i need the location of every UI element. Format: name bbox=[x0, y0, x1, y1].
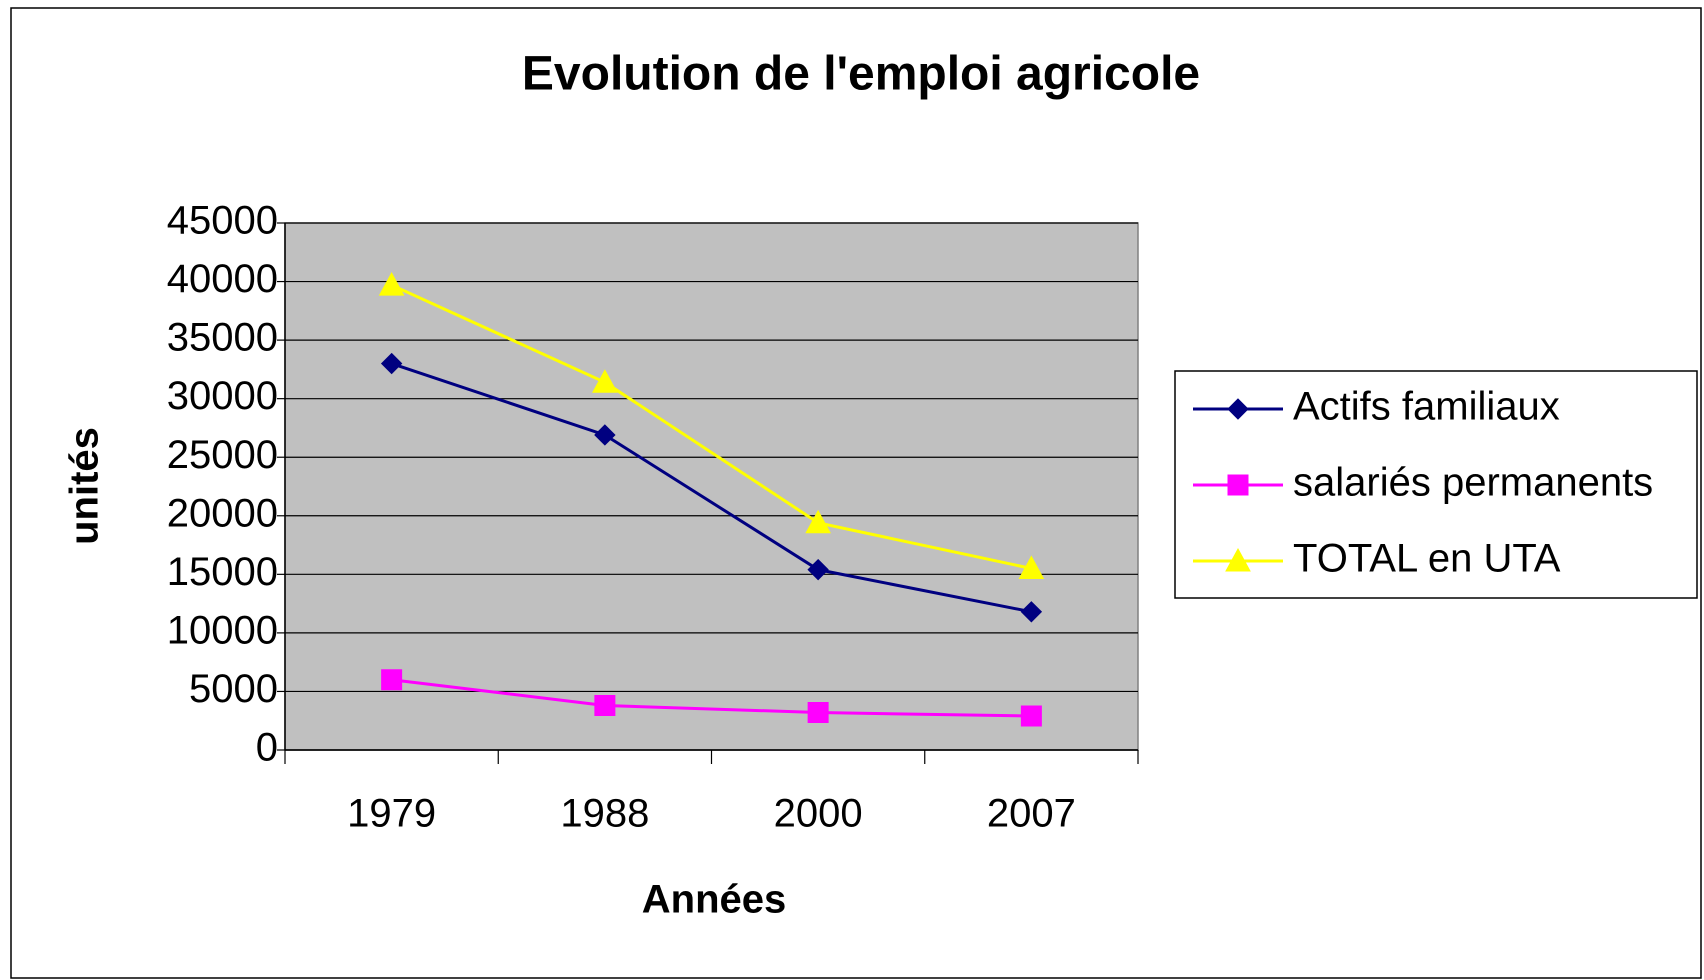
y-tick-label: 25000 bbox=[167, 433, 278, 477]
data-point bbox=[592, 369, 618, 393]
x-tick-label: 2007 bbox=[987, 792, 1076, 836]
legend-marker bbox=[1227, 474, 1249, 496]
y-tick-label: 35000 bbox=[167, 316, 278, 360]
data-point bbox=[1020, 705, 1042, 727]
y-tick-label: 45000 bbox=[167, 199, 278, 243]
legend-label: Actifs familiaux bbox=[1293, 385, 1560, 429]
data-point bbox=[807, 558, 829, 581]
x-tick-label: 2000 bbox=[774, 792, 863, 836]
y-tick-label: 10000 bbox=[167, 608, 278, 652]
plot-area bbox=[284, 222, 1139, 751]
data-point bbox=[378, 272, 405, 296]
data-point bbox=[1020, 601, 1043, 623]
data-point bbox=[807, 702, 829, 724]
legend-label: TOTAL en UTA bbox=[1293, 537, 1561, 581]
legend-label: salariés permanents bbox=[1293, 461, 1653, 505]
legend-marker bbox=[1227, 398, 1249, 420]
data-point bbox=[594, 694, 616, 716]
series-line bbox=[391, 678, 1032, 718]
series-line bbox=[391, 283, 1032, 570]
y-tick-label: 5000 bbox=[189, 667, 278, 711]
x-tick-label: 1979 bbox=[347, 792, 436, 836]
y-tick-label: 40000 bbox=[167, 257, 278, 301]
data-point bbox=[380, 352, 403, 375]
x-axis-label: Années bbox=[642, 878, 787, 922]
x-tick-label: 1988 bbox=[560, 792, 649, 836]
data-point bbox=[594, 424, 616, 446]
series-line bbox=[391, 362, 1032, 614]
y-tick-label: 15000 bbox=[167, 550, 278, 594]
y-tick-label: 30000 bbox=[167, 374, 278, 418]
data-point bbox=[805, 509, 831, 534]
chart-title: Evolution de l'emploi agricole bbox=[522, 48, 1200, 101]
y-tick-label: 20000 bbox=[167, 491, 278, 535]
data-point bbox=[381, 669, 403, 691]
data-point bbox=[1018, 555, 1045, 579]
y-axis-label: unités bbox=[63, 427, 107, 545]
y-tick-label: 0 bbox=[256, 726, 278, 770]
legend-marker bbox=[1225, 547, 1251, 572]
